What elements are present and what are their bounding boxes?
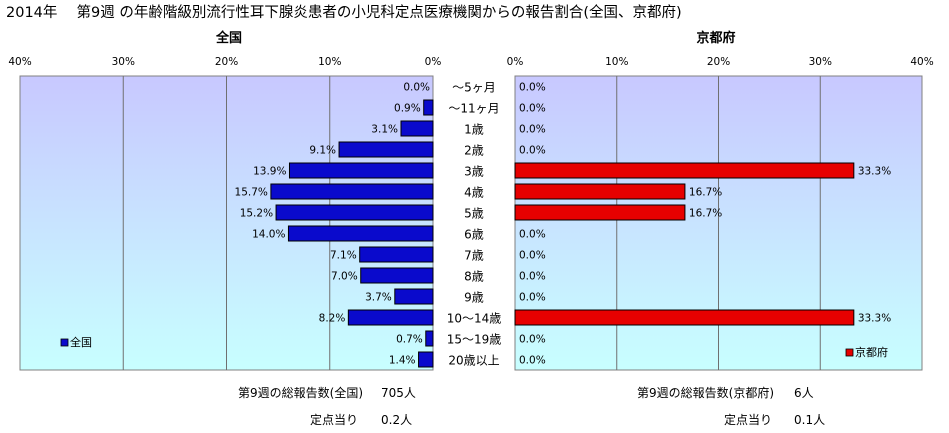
bar-national (359, 246, 434, 263)
data-label-national: 9.1% (309, 145, 336, 157)
chart-title: 2014年 第9週 の年齢階級別流行性耳下腺炎患者の小児科定点医療機関からの報告… (6, 3, 682, 21)
data-label-national: 0.7% (396, 334, 423, 346)
bar-kyoto (514, 162, 855, 179)
bars-kyoto: 0.0% 0.0% 0.0% 0.0% 33.3% 16.7% 16.7% 0.0% 0.0% 0… (514, 82, 891, 367)
data-label-national: 3.7% (365, 292, 392, 304)
summary-national-per-label: 定点当り (310, 412, 358, 427)
data-label-national: 3.1% (371, 124, 398, 136)
data-label-national: 15.2% (240, 208, 273, 220)
data-label-kyoto: 16.7% (689, 187, 722, 199)
data-label-kyoto: 0.0% (519, 250, 546, 262)
bar-national (418, 351, 434, 368)
tick-label: 40% (8, 56, 31, 68)
bar-national (400, 120, 434, 137)
bar-kyoto (514, 183, 686, 200)
summary-kyoto-total-label: 第9週の総報告数(京都府) (637, 385, 774, 400)
bar-national (338, 141, 434, 158)
category-label: 2歳 (464, 144, 484, 158)
tick-label: 30% (809, 56, 832, 68)
tick-label: 20% (707, 56, 730, 68)
legend-label-kyoto: 京都府 (855, 345, 888, 359)
data-label-national: 15.7% (235, 187, 268, 199)
summary-kyoto: 第9週の総報告数(京都府) 6人 定点当り 0.1人 (637, 385, 825, 427)
tick-label: 40% (910, 56, 933, 68)
category-label: 5歳 (464, 207, 484, 221)
category-label: 20歳以上 (448, 354, 499, 368)
summary-kyoto-total-value: 6人 (794, 386, 814, 400)
data-label-kyoto: 0.0% (519, 145, 546, 157)
data-label-kyoto: 0.0% (519, 124, 546, 136)
category-label: 6歳 (464, 228, 484, 242)
legend-label-national: 全国 (70, 335, 92, 349)
category-labels: ～5ヶ月 ～11ヶ月 1歳 2歳 3歳 4歳 5歳 6歳 7歳 8歳 9歳 10～14歳 15～19歳 2… (447, 81, 502, 368)
grid-national (122, 76, 331, 370)
data-label-national: 1.4% (389, 355, 416, 367)
legend-swatch-kyoto (845, 348, 854, 357)
tick-label: 10% (605, 56, 628, 68)
category-label: 1歳 (464, 123, 484, 137)
category-label: 9歳 (464, 291, 484, 305)
category-label: ～11ヶ月 (448, 102, 499, 116)
bar-national (360, 267, 434, 284)
data-label-national: 13.9% (253, 166, 286, 178)
summary-kyoto-per-value: 0.1人 (794, 413, 825, 427)
data-label-national: 7.0% (331, 271, 358, 283)
bar-kyoto (514, 309, 855, 326)
category-label: ～5ヶ月 (452, 81, 496, 95)
summary-national-per-value: 0.2人 (381, 413, 412, 427)
data-label-kyoto: 16.7% (689, 208, 722, 220)
data-label-kyoto: 0.0% (519, 334, 546, 346)
summary-kyoto-per-label: 定点当り (724, 412, 772, 427)
data-label-national: 7.1% (330, 250, 357, 262)
tick-label: 20% (215, 56, 238, 68)
data-label-kyoto: 0.0% (519, 229, 546, 241)
bars-national: 0.0% 0.9% 3.1% 9.1% 13.9% 15.7% 15.2% 14.0% 7.1%… (235, 82, 434, 368)
data-label-kyoto: 0.0% (519, 355, 546, 367)
tick-labels-national: 40% 30% 20% 10% 0% (8, 56, 441, 68)
data-label-kyoto: 0.0% (519, 271, 546, 283)
category-label: 3歳 (464, 165, 484, 179)
summary-national-total-label: 第9週の総報告数(全国) (238, 385, 363, 400)
data-label-national: 14.0% (252, 229, 285, 241)
tick-label: 30% (112, 56, 135, 68)
tick-label: 0% (507, 56, 524, 68)
data-label-national: 8.2% (319, 313, 346, 325)
category-label: 15～19歳 (447, 333, 502, 347)
data-label-kyoto: 33.3% (858, 166, 891, 178)
category-label: 8歳 (464, 270, 484, 284)
bar-national (288, 162, 434, 179)
summary-national-total-value: 705人 (381, 386, 416, 400)
bar-national (347, 309, 434, 326)
data-label-national: 0.9% (394, 103, 421, 115)
legend-national: 全国 (60, 335, 92, 349)
tick-label: 0% (425, 56, 442, 68)
bar-national (270, 183, 434, 200)
panel-title-kyoto: 京都府 (696, 30, 735, 46)
category-label: 7歳 (464, 249, 484, 263)
data-label-kyoto: 0.0% (519, 292, 546, 304)
panel-title-national: 全国 (215, 30, 242, 46)
legend-swatch-national (60, 338, 69, 347)
bar-national (275, 204, 434, 221)
data-label-kyoto: 0.0% (519, 103, 546, 115)
bar-national (423, 99, 434, 116)
legend-kyoto: 京都府 (845, 345, 888, 359)
data-label-kyoto: 33.3% (858, 313, 891, 325)
tick-label: 10% (318, 56, 341, 68)
category-label: 10～14歳 (447, 312, 502, 326)
summary-national: 第9週の総報告数(全国) 705人 定点当り 0.2人 (238, 385, 416, 427)
bar-national (425, 330, 434, 347)
bar-national (287, 225, 434, 242)
category-label: 4歳 (464, 186, 484, 200)
data-label-kyoto: 0.0% (519, 82, 546, 94)
data-label-national: 0.0% (403, 82, 430, 94)
tick-labels-kyoto: 0% 10% 20% 30% 40% (507, 56, 934, 68)
bar-national (394, 288, 434, 305)
bar-kyoto (514, 204, 686, 221)
